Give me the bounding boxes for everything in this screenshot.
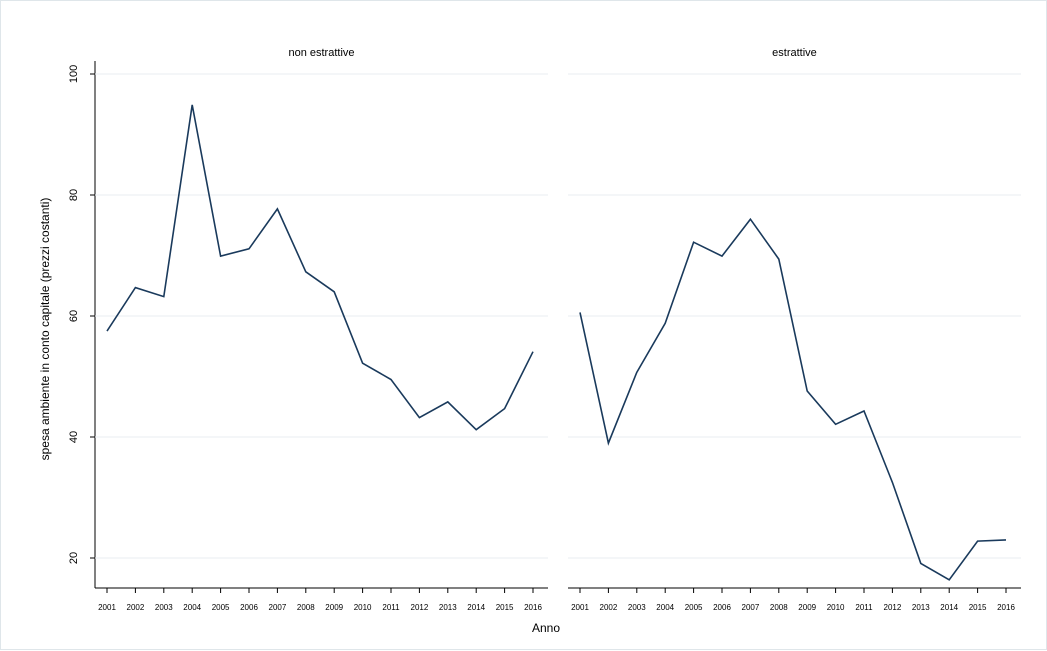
panel-1-x-tick-label-2010: 2010 [354,603,372,612]
panel-2-x-tick-label-2015: 2015 [969,603,987,612]
y-tick-label-20: 20 [68,552,80,564]
panel-2-x-tick-label-2011: 2011 [855,603,873,612]
panel-1-x-tick-label-2015: 2015 [496,603,514,612]
y-tick-label-100: 100 [68,65,80,83]
panel-2-x-tick-label-2012: 2012 [884,603,902,612]
y-axis-title: spesa ambiente in conto capitale (prezzi… [38,198,52,461]
y-tick-label-80: 80 [68,189,80,201]
panel-1-x-tick-label-2006: 2006 [240,603,258,612]
panel-2-x-tick-label-2010: 2010 [827,603,845,612]
panel-1-x-tick-label-2005: 2005 [212,603,230,612]
panel-1-x-tick-label-2002: 2002 [127,603,145,612]
panel-1-x-tick-label-2012: 2012 [411,603,429,612]
panel-2-x-tick-label-2013: 2013 [912,603,930,612]
panel-2-x-tick-label-2014: 2014 [940,603,958,612]
x-axis-title: Anno [532,621,560,635]
panel-1-x-tick-label-2011: 2011 [382,603,400,612]
panel-1-series-line [106,104,534,431]
panel-1-x-tick-label-2016: 2016 [524,603,542,612]
panel-1-title: non estrattive [288,47,354,59]
panel-1-x-tick-label-2013: 2013 [439,603,457,612]
y-tick-label-40: 40 [68,431,80,443]
panel-2-series-line [579,217,1007,581]
panel-1-x-tick-label-2014: 2014 [467,603,485,612]
panel-1-x-tick-label-2007: 2007 [269,603,287,612]
panel-1-x-tick-label-2001: 2001 [98,603,116,612]
panel-2-x-tick-label-2005: 2005 [685,603,703,612]
panel-2-x-tick-label-2009: 2009 [798,603,816,612]
y-tick-label-60: 60 [68,310,80,322]
panel-2-x-tick-label-2006: 2006 [713,603,731,612]
panel-2-x-tick-label-2008: 2008 [770,603,788,612]
panel-1-x-tick-label-2003: 2003 [155,603,173,612]
panel-2-x-tick-label-2002: 2002 [600,603,618,612]
panel-2-x-tick-label-2016: 2016 [997,603,1015,612]
panel-2-x-tick-label-2004: 2004 [656,603,674,612]
panel-2-x-tick-label-2007: 2007 [742,603,760,612]
panel-2-x-tick-label-2001: 2001 [571,603,589,612]
panel-2-x-tick-label-2003: 2003 [628,603,646,612]
panel-1-x-tick-label-2004: 2004 [183,603,201,612]
panel-2-title: estrattive [772,47,817,59]
panel-1-x-tick-label-2008: 2008 [297,603,315,612]
panel-1-x-tick-label-2009: 2009 [325,603,343,612]
